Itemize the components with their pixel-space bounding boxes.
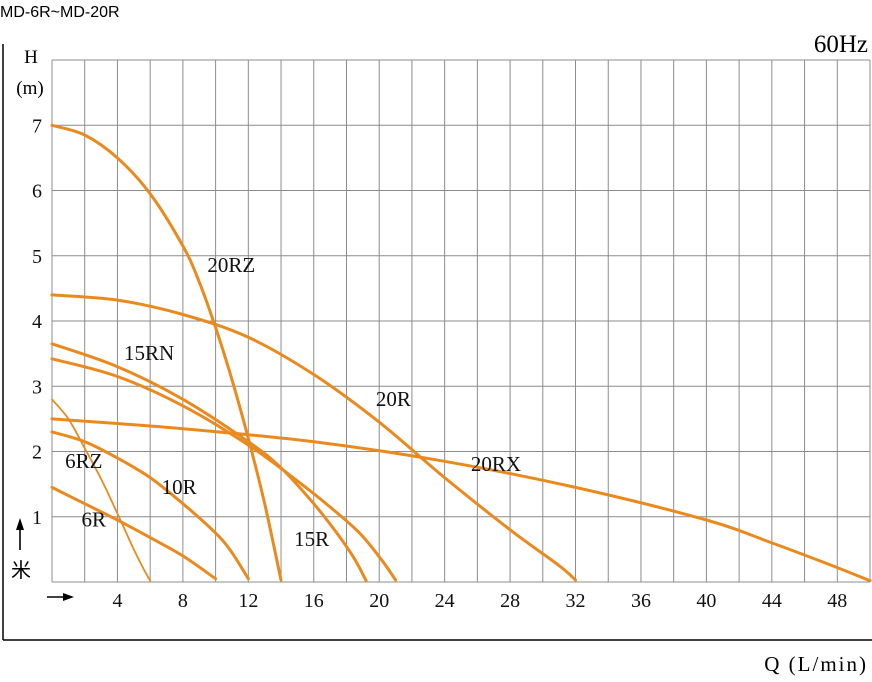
y-axis-label-unit: (m) (16, 78, 43, 99)
y-tick-label: 5 (32, 246, 42, 268)
x-tick-label: 20 (369, 590, 389, 612)
curve-10r (50, 430, 250, 581)
x-tick-label: 48 (827, 590, 847, 612)
curve-label-10r: 10R (162, 475, 197, 499)
curve-label-6rz: 6RZ (65, 449, 102, 473)
curve-6r (50, 485, 218, 581)
x-tick-label: 36 (631, 590, 651, 612)
curve-labels: 20RZ 15RN 20R 20RX 6RZ 10R 6R 15R (65, 253, 521, 551)
curve-label-20rz: 20RZ (207, 253, 255, 277)
x-tick-label: 4 (112, 590, 122, 612)
curve-20rx (50, 417, 872, 583)
curve-label-6r: 6R (81, 508, 106, 532)
x-tick-label: 28 (500, 590, 520, 612)
x-tick-label: 16 (304, 590, 324, 612)
y-axis-label-cjk: 米 (11, 559, 31, 582)
curve-6rz (51, 398, 152, 582)
curves (50, 123, 872, 583)
y-tick-label: 1 (32, 507, 42, 529)
curve-label-20r: 20R (376, 387, 411, 411)
y-tick-label: 6 (32, 181, 42, 203)
x-tick-label: 24 (435, 590, 455, 612)
document-title: MD-6R~MD-20R (0, 4, 120, 21)
x-tick-label: 44 (762, 590, 782, 612)
y-tick-label: 7 (32, 115, 42, 137)
x-right-arrow-head (63, 593, 74, 601)
y-tick-label: 2 (32, 442, 42, 464)
x-tick-label: 40 (696, 590, 716, 612)
x-axis-label: Q (L/min) (764, 652, 868, 676)
y-tick-label: 3 (32, 376, 42, 398)
x-tick-label: 12 (238, 590, 258, 612)
frequency-label: 60Hz (814, 31, 868, 58)
y-axis-label-h: H (24, 47, 38, 68)
curve-label-15rn: 15RN (124, 341, 174, 365)
curve-20r (50, 293, 577, 582)
y-tick-labels: 1 2 3 4 5 6 7 (32, 115, 42, 529)
x-tick-labels: 4 8 12 16 20 24 28 32 36 40 44 48 (112, 590, 847, 612)
x-tick-label: 8 (178, 590, 188, 612)
y-up-arrow-head (16, 518, 24, 530)
chart-grid (51, 59, 871, 583)
y-tick-label: 4 (32, 311, 42, 333)
curve-15r (50, 357, 398, 582)
curve-20rz (50, 123, 283, 582)
curve-label-15r: 15R (294, 527, 329, 551)
x-tick-label: 32 (566, 590, 586, 612)
curve-label-20rx: 20RX (471, 452, 521, 476)
